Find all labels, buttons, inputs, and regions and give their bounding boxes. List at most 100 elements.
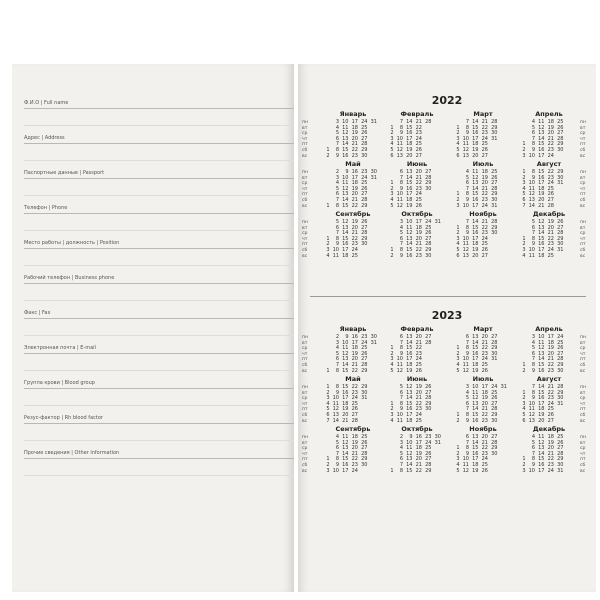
day-cell[interactable]: 24 — [351, 395, 358, 402]
day-cell[interactable]: 21 — [481, 439, 488, 446]
day-cell[interactable]: 3 — [399, 439, 403, 446]
day-cell[interactable]: 14 — [472, 339, 479, 346]
day-cell[interactable]: 13 — [342, 191, 349, 198]
day-cell[interactable]: 14 — [406, 461, 413, 468]
day-cell[interactable]: 29 — [425, 180, 432, 187]
day-cell[interactable]: 21 — [547, 135, 554, 142]
day-cell[interactable]: 3 — [522, 180, 526, 187]
day-cell[interactable]: 5 — [456, 246, 460, 253]
day-cell[interactable]: 16 — [538, 241, 545, 248]
day-cell[interactable]: 19 — [547, 345, 554, 352]
day-cell[interactable]: 23 — [547, 174, 554, 181]
day-cell[interactable]: 10 — [342, 174, 349, 181]
day-cell[interactable]: 30 — [425, 185, 432, 192]
day-cell[interactable]: 23 — [361, 169, 368, 175]
day-cell[interactable]: 29 — [361, 146, 368, 153]
day-cell[interactable]: 16 — [538, 367, 545, 374]
day-cell[interactable]: 12 — [396, 146, 403, 153]
day-cell[interactable]: 12 — [528, 411, 535, 418]
day-cell[interactable]: 20 — [481, 434, 488, 440]
day-cell[interactable]: 24 — [547, 180, 554, 187]
day-cell[interactable]: 9 — [399, 406, 403, 413]
day-cell[interactable]: 14 — [342, 230, 349, 237]
day-cell[interactable]: 10 — [406, 439, 413, 446]
day-cell[interactable]: 6 — [465, 400, 469, 407]
day-cell[interactable]: 21 — [342, 417, 349, 424]
day-cell[interactable]: 1 — [522, 361, 526, 368]
day-cell[interactable]: 9 — [335, 461, 339, 468]
day-cell[interactable]: 16 — [342, 241, 349, 248]
day-cell[interactable]: 16 — [406, 406, 413, 413]
day-cell[interactable]: 3 — [522, 152, 526, 159]
day-cell[interactable]: 14 — [472, 119, 479, 125]
day-cell[interactable]: 7 — [335, 361, 339, 368]
day-cell[interactable]: 8 — [465, 411, 469, 418]
day-cell[interactable]: 28 — [491, 406, 498, 413]
day-cell[interactable]: 23 — [415, 252, 422, 259]
day-cell[interactable]: 18 — [538, 185, 545, 192]
day-cell[interactable]: 24 — [415, 191, 422, 198]
day-cell[interactable]: 26 — [481, 367, 488, 374]
day-cell[interactable]: 20 — [351, 135, 358, 142]
day-cell[interactable]: 27 — [491, 180, 498, 187]
day-cell[interactable]: 26 — [415, 146, 422, 153]
day-cell[interactable]: 13 — [538, 130, 545, 137]
day-cell[interactable]: 22 — [415, 124, 422, 131]
day-cell[interactable]: 9 — [465, 350, 469, 357]
day-cell[interactable]: 6 — [335, 356, 339, 363]
day-cell[interactable]: 19 — [547, 124, 554, 131]
day-cell[interactable]: 26 — [557, 219, 564, 225]
day-cell[interactable]: 29 — [361, 456, 368, 463]
day-cell[interactable]: 28 — [491, 185, 498, 192]
day-cell[interactable]: 22 — [351, 202, 358, 209]
day-cell[interactable]: 23 — [361, 334, 368, 340]
day-cell[interactable]: 20 — [547, 445, 554, 452]
day-cell[interactable]: 21 — [481, 119, 488, 125]
day-cell[interactable]: 29 — [557, 456, 564, 463]
day-cell[interactable]: 24 — [425, 439, 432, 446]
day-cell[interactable]: 26 — [481, 246, 488, 253]
day-cell[interactable]: 30 — [425, 406, 432, 413]
day-cell[interactable]: 6 — [531, 130, 535, 137]
day-cell[interactable]: 24 — [491, 384, 498, 390]
day-cell[interactable]: 26 — [491, 174, 498, 181]
day-cell[interactable]: 22 — [481, 224, 488, 231]
day-cell[interactable]: 17 — [351, 174, 358, 181]
day-cell[interactable]: 22 — [415, 180, 422, 187]
day-cell[interactable]: 22 — [547, 169, 554, 175]
day-cell[interactable]: 17 — [406, 356, 413, 363]
day-cell[interactable]: 20 — [351, 356, 358, 363]
day-cell[interactable]: 15 — [406, 246, 413, 253]
day-cell[interactable]: 2 — [522, 174, 526, 181]
day-cell[interactable]: 16 — [351, 169, 358, 175]
day-cell[interactable]: 7 — [335, 450, 339, 457]
field-row[interactable]: Электронная почта | E-mail — [24, 345, 294, 380]
day-cell[interactable]: 10 — [462, 456, 469, 463]
day-cell[interactable]: 7 — [531, 356, 535, 363]
day-cell[interactable]: 4 — [522, 185, 526, 192]
day-cell[interactable]: 27 — [547, 196, 554, 203]
day-cell[interactable]: 7 — [465, 339, 469, 346]
day-cell[interactable]: 21 — [415, 395, 422, 402]
day-cell[interactable]: 6 — [390, 152, 394, 159]
day-cell[interactable]: 14 — [538, 135, 545, 142]
day-cell[interactable]: 20 — [547, 224, 554, 231]
day-cell[interactable]: 29 — [557, 169, 564, 175]
day-cell[interactable]: 20 — [351, 191, 358, 198]
day-cell[interactable]: 18 — [351, 345, 358, 352]
day-cell[interactable]: 13 — [472, 400, 479, 407]
day-cell[interactable]: 23 — [415, 130, 422, 137]
day-cell[interactable]: 11 — [406, 445, 413, 452]
day-cell[interactable]: 8 — [465, 191, 469, 198]
day-cell[interactable]: 5 — [390, 202, 394, 209]
day-cell[interactable]: 8 — [531, 141, 535, 148]
day-cell[interactable]: 13 — [406, 169, 413, 175]
day-cell[interactable]: 21 — [415, 339, 422, 346]
day-cell[interactable]: 6 — [399, 235, 403, 242]
day-cell[interactable]: 31 — [500, 384, 507, 390]
day-cell[interactable]: 31 — [491, 202, 498, 209]
day-cell[interactable]: 26 — [415, 202, 422, 209]
day-cell[interactable]: 3 — [399, 219, 403, 225]
day-cell[interactable]: 24 — [547, 246, 554, 253]
day-cell[interactable]: 2 — [390, 185, 394, 192]
